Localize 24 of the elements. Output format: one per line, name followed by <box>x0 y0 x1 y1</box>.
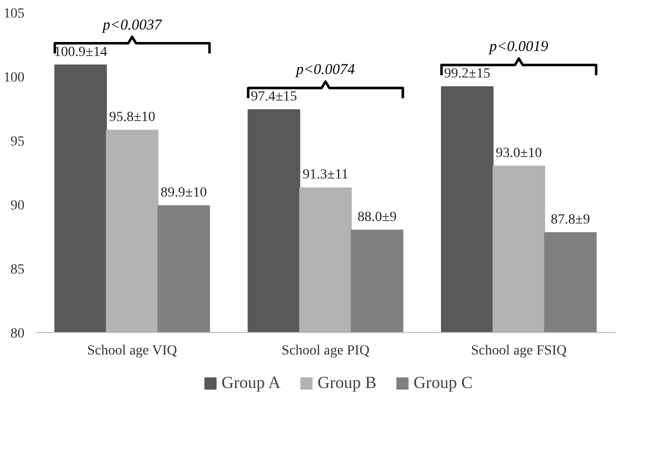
x-tick-label: School age VIQ <box>87 344 178 358</box>
y-tick-label: 100 <box>4 70 24 86</box>
legend-label: Group B <box>317 373 377 393</box>
legend-label: Group A <box>221 373 280 393</box>
data-label: 97.4±15 <box>250 90 298 105</box>
data-label: 93.0±10 <box>496 146 542 161</box>
annotation: p<0.0074 <box>295 62 356 78</box>
x-tick-label: School age FSIQ <box>471 344 567 358</box>
y-tick-label: 90 <box>10 198 24 214</box>
data-label: 99.2±15 <box>444 66 490 82</box>
y-tick-label: 85 <box>10 262 24 278</box>
data-label: 89.9±10 <box>160 186 207 201</box>
data-label: 95.8±10 <box>109 110 156 126</box>
annotation: p<0.0037 <box>102 17 164 34</box>
x-tick-label: School age PIQ <box>282 344 370 358</box>
data-label: 91.3±11 <box>302 168 348 183</box>
y-tick-label: 80 <box>10 326 24 342</box>
data-label: 88.0±9 <box>357 210 397 225</box>
data-label: 87.8±9 <box>550 212 590 228</box>
y-tick-label: 95 <box>10 134 24 150</box>
y-tick-label: 105 <box>4 6 24 22</box>
annotation: p<0.0019 <box>488 39 549 56</box>
data-label: 100.9±14 <box>54 44 108 60</box>
legend-label: Group C <box>414 373 473 393</box>
